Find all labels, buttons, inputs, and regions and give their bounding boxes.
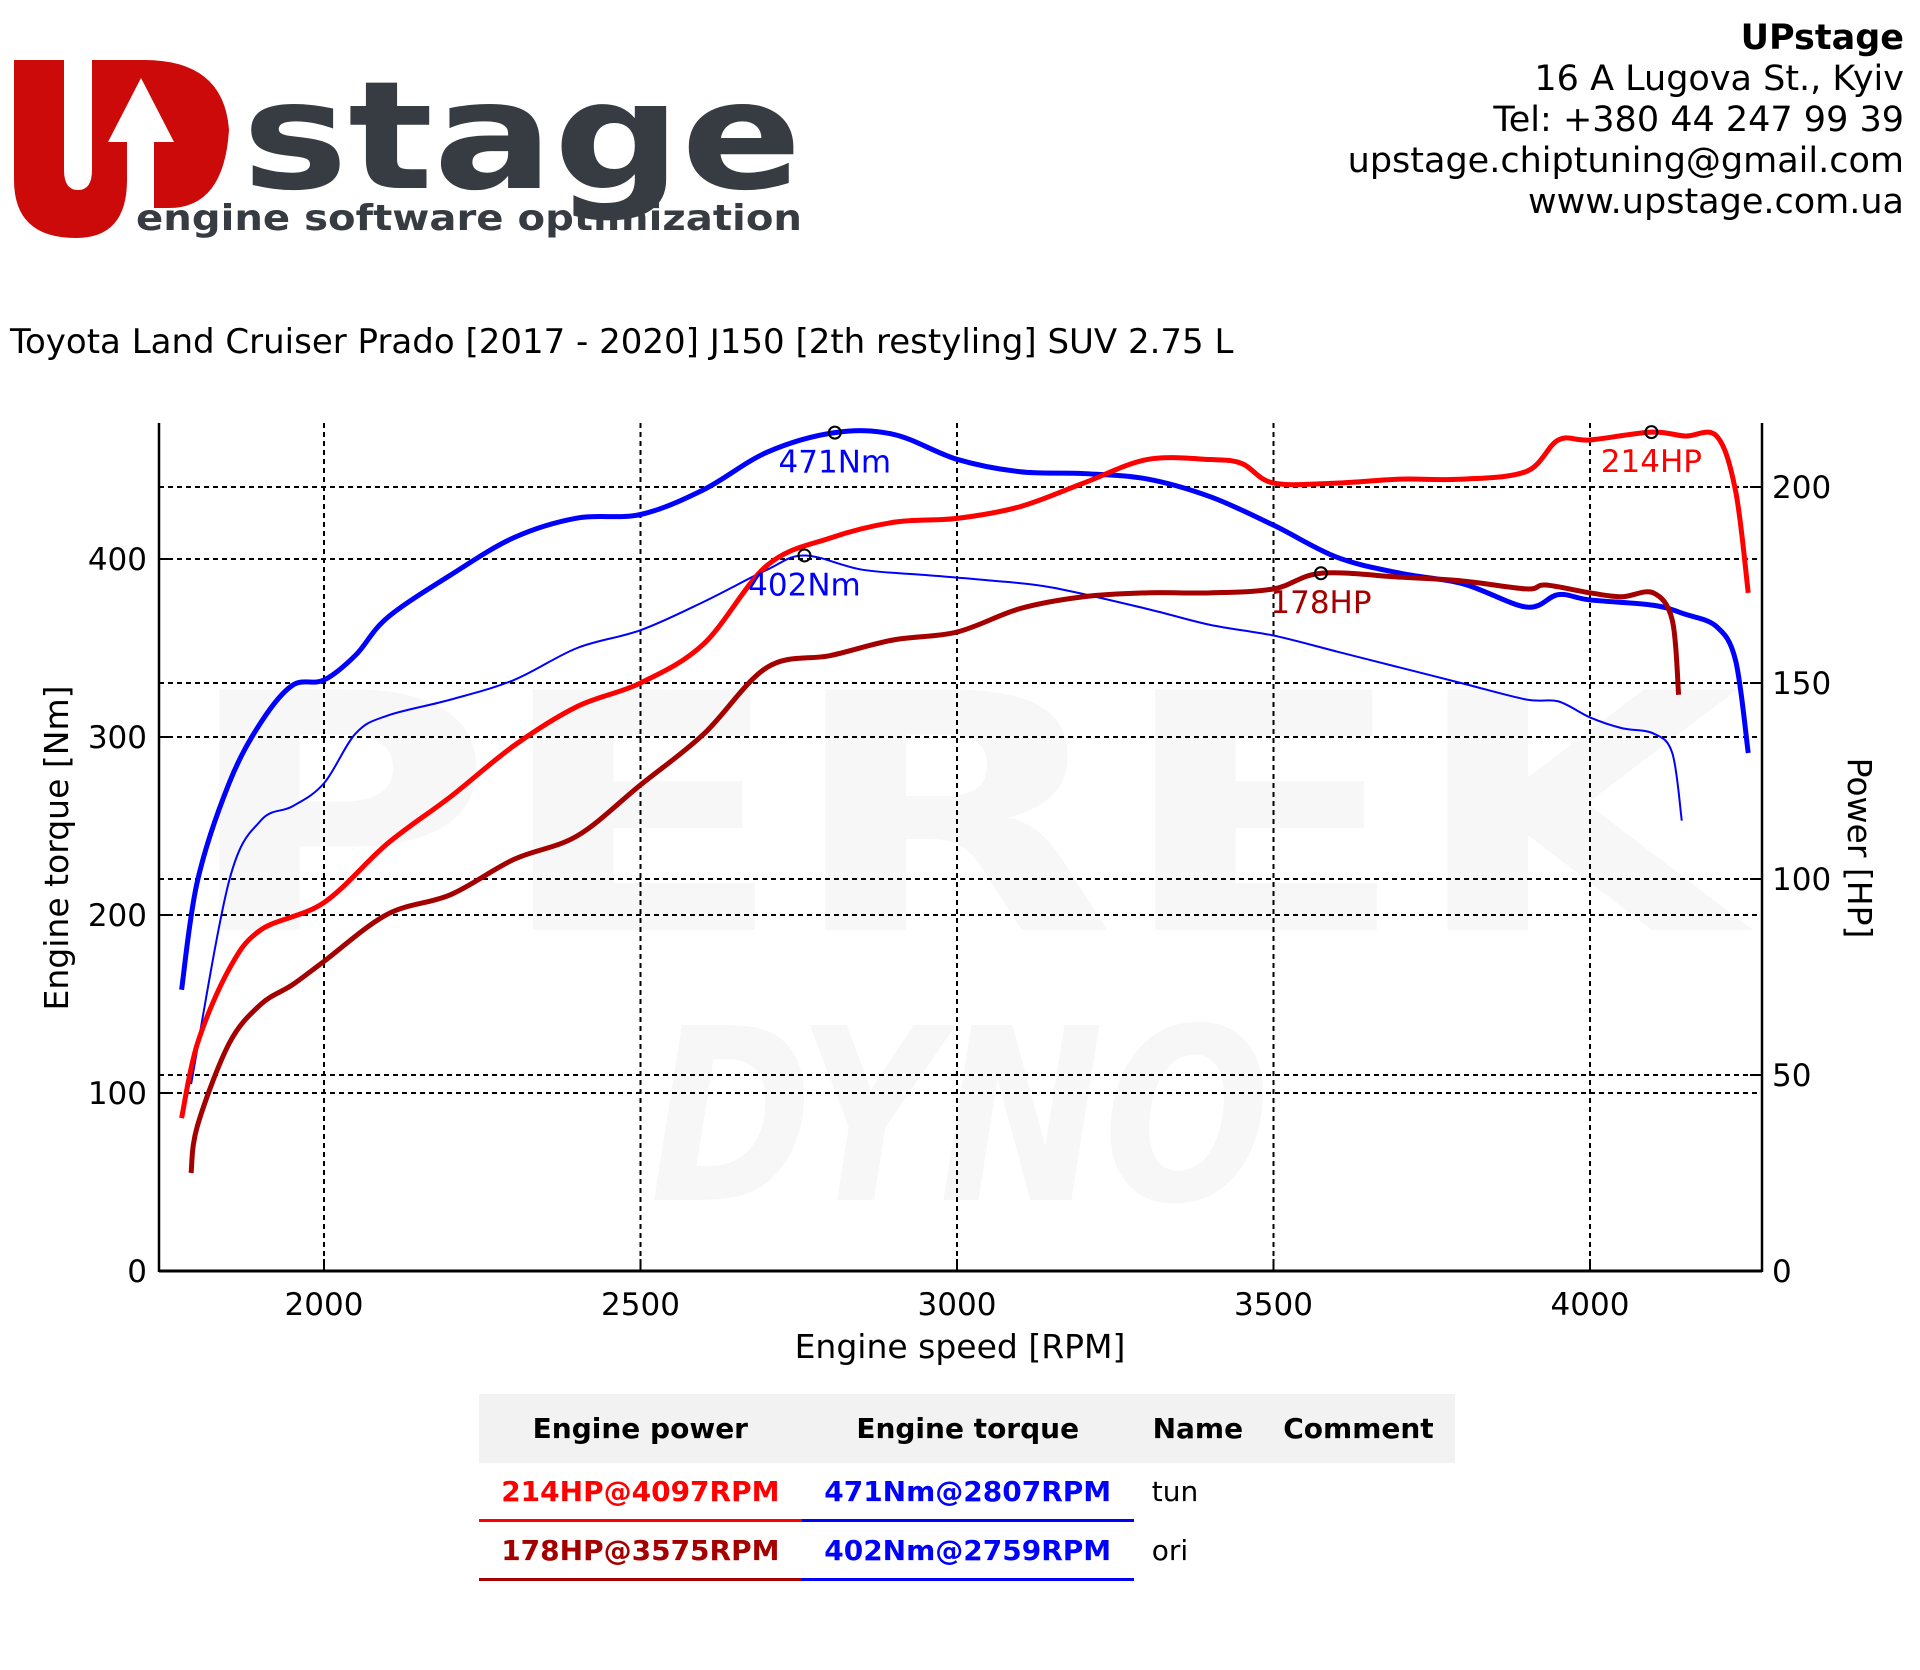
svg-text:50: 50 <box>1772 1058 1811 1094</box>
x-axis-label: Engine speed [RPM] <box>795 1327 1126 1366</box>
svg-text:3500: 3500 <box>1234 1287 1313 1323</box>
peak-label: 402Nm <box>748 567 861 603</box>
peak-label: 471Nm <box>779 445 892 481</box>
comment-cell <box>1262 1463 1455 1521</box>
chart-series <box>179 428 1751 1174</box>
svg-text:200: 200 <box>1772 470 1831 506</box>
series-ori-power <box>188 570 1682 1174</box>
peak-marker-icon <box>827 425 842 440</box>
svg-text:2500: 2500 <box>601 1287 680 1323</box>
header-name: Name <box>1133 1394 1262 1463</box>
company-website[interactable]: www.upstage.com.ua <box>1528 182 1904 222</box>
torque-cell: 471Nm@2807RPM <box>801 1463 1134 1522</box>
header-engine-torque: Engine torque <box>801 1394 1134 1463</box>
y-axis-label-right: Power [HP] <box>1840 758 1879 939</box>
chart-axes: 2000 2500 3000 3500 400001002003004000501001… <box>88 423 1831 1323</box>
name-cell: tun <box>1151 1475 1199 1509</box>
svg-text:100: 100 <box>1772 862 1831 898</box>
table-header-row: Engine power Engine torque Name Comment <box>479 1394 1455 1463</box>
contact-block: UPstage 16 A Lugova St., Kyiv Tel: +380 … <box>1348 18 1904 223</box>
comment-cell <box>1262 1521 1455 1580</box>
svg-text:400: 400 <box>88 542 147 578</box>
svg-text:100: 100 <box>88 1076 147 1112</box>
chart-grid <box>159 423 1762 1271</box>
u-arrow-logo-icon <box>14 60 229 238</box>
header-engine-power: Engine power <box>479 1394 802 1463</box>
svg-text:200: 200 <box>88 898 147 934</box>
power-cell: 178HP@3575RPM <box>479 1520 802 1581</box>
svg-text:0: 0 <box>1772 1254 1792 1290</box>
peak-marker-icon <box>797 548 812 563</box>
name-cell: ori <box>1151 1533 1189 1567</box>
power-cell: 214HP@4097RPM <box>479 1463 802 1522</box>
peak-label: 214HP <box>1601 444 1702 480</box>
svg-text:300: 300 <box>88 720 147 756</box>
series-ori-torque <box>190 554 1683 1085</box>
svg-text:2000: 2000 <box>285 1287 364 1323</box>
peak-marker-icon <box>1644 425 1659 440</box>
company-email[interactable]: upstage.chiptuning@gmail.com <box>1347 141 1904 181</box>
series-tun-torque <box>179 428 1751 991</box>
peak-label: 178HP <box>1270 585 1371 621</box>
summary-table: Engine power Engine torque Name Comment … <box>479 1394 1455 1581</box>
svg-text:DYNO: DYNO <box>650 977 1270 1257</box>
logo-wordmark: stage <box>242 60 802 224</box>
svg-text:150: 150 <box>1772 666 1831 702</box>
y-axis-label-left: Engine torque [Nm] <box>37 686 76 1011</box>
company-phone: Tel: +380 44 247 99 39 <box>1493 100 1904 140</box>
svg-text:3000: 3000 <box>918 1287 997 1323</box>
vehicle-title: Toyota Land Cruiser Prado [2017 - 2020] … <box>10 322 1234 362</box>
torque-cell: 402Nm@2759RPM <box>801 1520 1134 1581</box>
chart-peak-markers: 471Nm 402Nm 214HP 178HP <box>748 425 1702 621</box>
company-address: 16 A Lugova St., Kyiv <box>1534 59 1904 99</box>
header-comment: Comment <box>1261 1394 1455 1463</box>
svg-text:PEREK: PEREK <box>180 624 1756 1008</box>
peak-marker-icon <box>1313 566 1328 581</box>
upstage-logo: stage engine software optimization <box>14 60 802 239</box>
svg-text:4000: 4000 <box>1551 1287 1630 1323</box>
table-row: 178HP@3575RPM 402Nm@2759RPM ori <box>479 1520 1455 1581</box>
table-row: 214HP@4097RPM 471Nm@2807RPM tun <box>479 1463 1455 1522</box>
logo-tagline: engine software optimization <box>136 198 802 239</box>
svg-text:0: 0 <box>127 1254 147 1290</box>
series-tun-power <box>179 429 1751 1119</box>
company-name: UPstage <box>1740 18 1904 58</box>
